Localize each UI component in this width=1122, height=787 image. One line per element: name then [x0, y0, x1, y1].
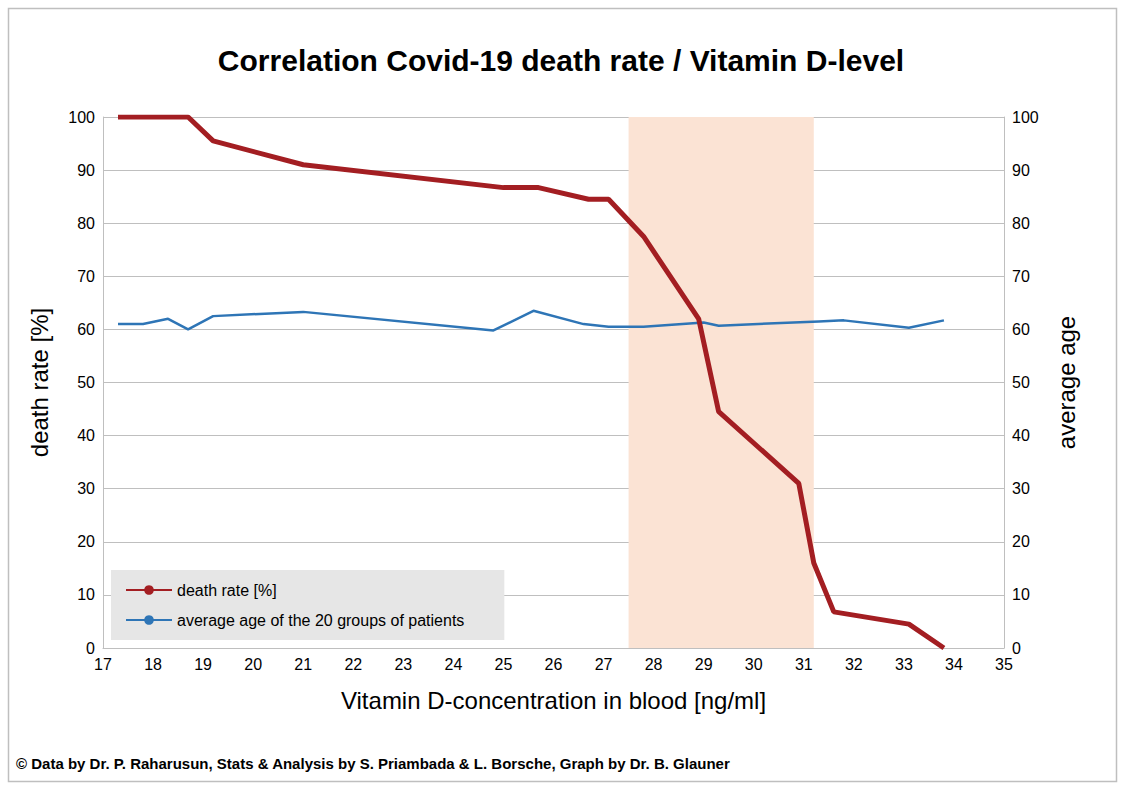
svg-text:20: 20 — [244, 656, 262, 673]
svg-text:32: 32 — [845, 656, 863, 673]
svg-text:Correlation Covid-19 death rat: Correlation Covid-19 death rate / Vitami… — [218, 44, 904, 77]
svg-text:60: 60 — [77, 321, 95, 338]
svg-text:20: 20 — [1012, 533, 1030, 550]
svg-text:33: 33 — [895, 656, 913, 673]
svg-text:death rate [%]: death rate [%] — [26, 308, 53, 457]
svg-text:average age: average age — [1053, 316, 1080, 449]
svg-text:90: 90 — [1012, 162, 1030, 179]
svg-text:25: 25 — [495, 656, 513, 673]
svg-text:23: 23 — [394, 656, 412, 673]
svg-text:24: 24 — [444, 656, 462, 673]
svg-text:30: 30 — [745, 656, 763, 673]
svg-text:70: 70 — [1012, 268, 1030, 285]
svg-text:average age of the 20 groups o: average age of the 20 groups of patients — [177, 612, 464, 629]
svg-text:50: 50 — [1012, 374, 1030, 391]
svg-text:26: 26 — [545, 656, 563, 673]
svg-text:© Data by Dr. P. Raharusun, St: © Data by Dr. P. Raharusun, Stats & Anal… — [16, 755, 730, 772]
svg-text:35: 35 — [995, 656, 1013, 673]
svg-text:22: 22 — [344, 656, 362, 673]
svg-text:80: 80 — [77, 215, 95, 232]
svg-text:80: 80 — [1012, 215, 1030, 232]
svg-text:50: 50 — [77, 374, 95, 391]
svg-text:29: 29 — [695, 656, 713, 673]
svg-text:70: 70 — [77, 268, 95, 285]
svg-text:100: 100 — [1012, 109, 1039, 126]
svg-text:40: 40 — [77, 427, 95, 444]
svg-text:31: 31 — [795, 656, 813, 673]
svg-text:17: 17 — [94, 656, 112, 673]
svg-text:40: 40 — [1012, 427, 1030, 444]
svg-text:100: 100 — [68, 109, 95, 126]
svg-text:30: 30 — [77, 480, 95, 497]
svg-text:Vitamin D-concentration in blo: Vitamin D-concentration in blood [ng/ml] — [341, 687, 766, 714]
svg-text:27: 27 — [595, 656, 613, 673]
svg-text:19: 19 — [194, 656, 212, 673]
svg-text:death rate [%]: death rate [%] — [177, 582, 277, 599]
svg-text:20: 20 — [77, 533, 95, 550]
svg-text:10: 10 — [1012, 586, 1030, 603]
svg-text:90: 90 — [77, 162, 95, 179]
svg-text:0: 0 — [1012, 640, 1021, 657]
svg-text:60: 60 — [1012, 321, 1030, 338]
svg-text:28: 28 — [645, 656, 663, 673]
svg-text:21: 21 — [294, 656, 312, 673]
svg-text:30: 30 — [1012, 480, 1030, 497]
svg-text:10: 10 — [77, 586, 95, 603]
svg-text:34: 34 — [945, 656, 963, 673]
svg-text:0: 0 — [86, 640, 95, 657]
svg-text:18: 18 — [144, 656, 162, 673]
